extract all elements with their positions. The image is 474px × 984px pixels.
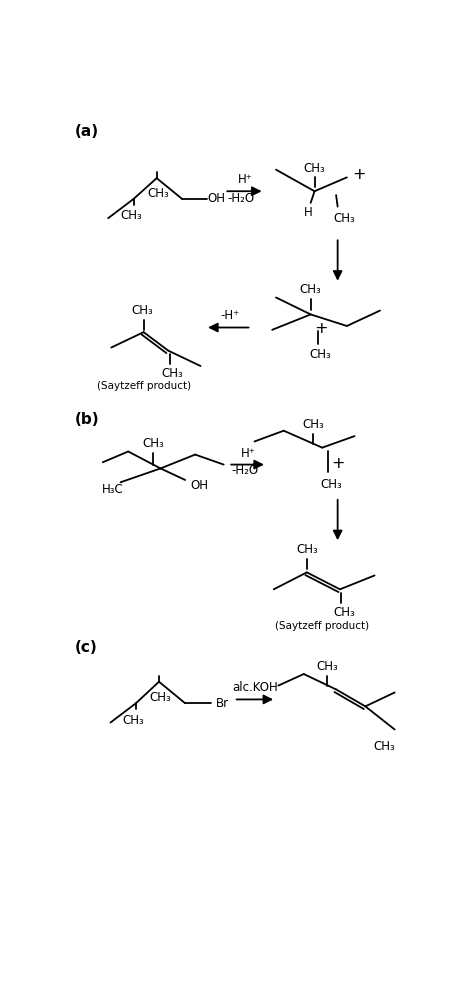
Text: (a): (a) [74, 124, 99, 140]
Text: OH: OH [207, 193, 225, 206]
Text: Br: Br [216, 697, 228, 709]
Text: +: + [331, 456, 345, 470]
Text: (Saytzeff product): (Saytzeff product) [97, 381, 191, 391]
Text: CH₃: CH₃ [296, 543, 318, 556]
Text: CH₃: CH₃ [161, 367, 183, 380]
Text: CH₃: CH₃ [142, 437, 164, 451]
Text: CH₃: CH₃ [320, 478, 342, 491]
Text: OH: OH [190, 479, 208, 492]
Text: CH₃: CH₃ [150, 691, 172, 704]
Text: CH₃: CH₃ [374, 740, 395, 753]
Text: +: + [314, 321, 328, 336]
Text: alc.KOH: alc.KOH [232, 681, 278, 695]
Text: (Saytzeff product): (Saytzeff product) [275, 621, 369, 632]
Text: -H₂O: -H₂O [228, 193, 255, 206]
Text: CH₃: CH₃ [333, 606, 355, 619]
Text: (b): (b) [74, 412, 99, 427]
Text: H⁺: H⁺ [238, 173, 253, 186]
Text: CH₃: CH₃ [316, 660, 338, 673]
Text: CH₃: CH₃ [333, 212, 355, 224]
Text: CH₃: CH₃ [300, 283, 321, 296]
Text: CH₃: CH₃ [147, 187, 169, 200]
Text: CH₃: CH₃ [310, 348, 332, 361]
Text: CH₃: CH₃ [123, 713, 145, 727]
Text: H₃C: H₃C [102, 483, 124, 497]
Text: -H⁺: -H⁺ [220, 310, 239, 323]
Text: CH₃: CH₃ [131, 304, 153, 317]
Text: H⁺: H⁺ [241, 447, 256, 460]
Text: +: + [353, 167, 366, 182]
Text: -H₂O: -H₂O [232, 464, 259, 477]
Text: CH₃: CH₃ [304, 161, 326, 174]
Text: H: H [304, 207, 313, 219]
Text: (c): (c) [74, 641, 97, 655]
Text: CH₃: CH₃ [302, 418, 324, 431]
Text: CH₃: CH₃ [120, 210, 142, 222]
